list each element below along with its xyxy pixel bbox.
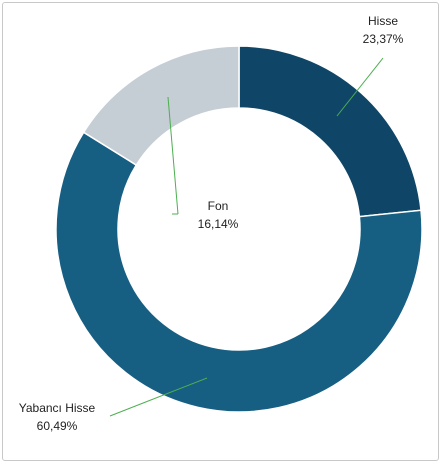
leader-line <box>109 377 208 417</box>
slice-label: Yabancı Hisse <box>19 401 96 415</box>
slice-value-label: 16,14% <box>198 217 239 231</box>
leader-line <box>336 57 384 117</box>
donut-slice <box>55 131 423 413</box>
slice-label: Hisse <box>368 14 398 28</box>
donut-slice <box>238 45 422 218</box>
leader-line <box>167 96 179 215</box>
donut-slice <box>82 45 240 167</box>
slice-value-label: 23,37% <box>363 32 404 46</box>
slice-label: Fon <box>208 199 229 213</box>
slice-value-label: 60,49% <box>37 419 78 433</box>
chart-frame <box>2 2 439 461</box>
